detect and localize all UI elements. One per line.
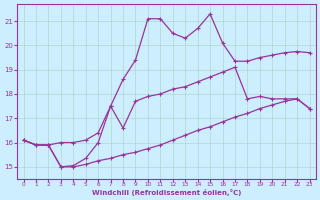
- X-axis label: Windchill (Refroidissement éolien,°C): Windchill (Refroidissement éolien,°C): [92, 189, 241, 196]
